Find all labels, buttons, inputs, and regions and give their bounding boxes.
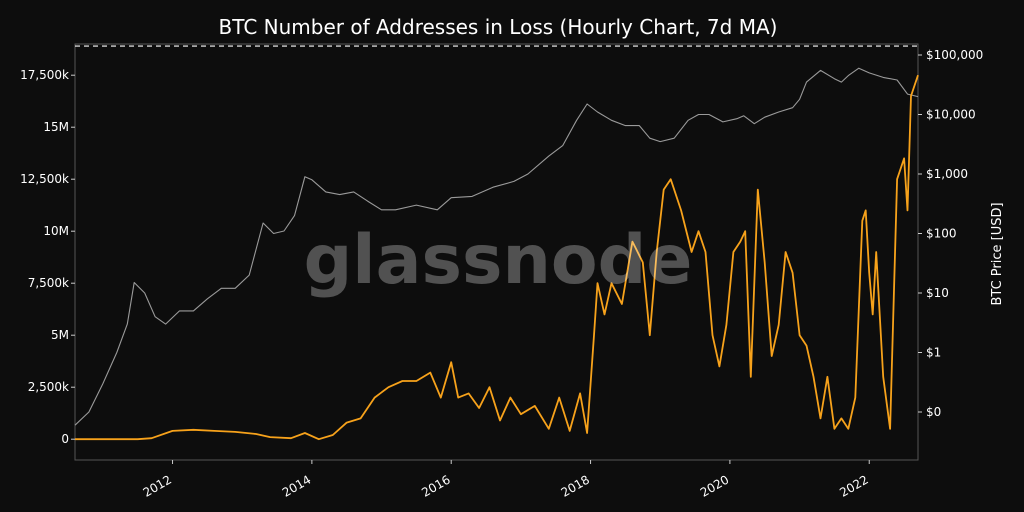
watermark: glassnode <box>304 221 693 300</box>
plot-area <box>74 43 919 461</box>
y-right-tick-label: $1 <box>926 346 941 360</box>
y-right-tick-label: $100,000 <box>926 48 983 62</box>
y-right-tick-label: $100 <box>926 227 957 241</box>
y-axis-left: 0 2,500k 5M 7,500k 10M 12,500k 15M 17,500k <box>20 68 75 446</box>
y-right-tick-label: $1,000 <box>926 167 968 181</box>
y-axis-right: $0 $1 $10 $100 $1,000 $10,000 $100,000 <box>918 48 983 419</box>
y-left-tick-label: 12,500k <box>20 172 69 186</box>
y-left-tick-label: 10M <box>43 224 69 238</box>
y-left-tick-label: 2,500k <box>28 380 69 394</box>
series-addresses-in-loss-line <box>75 74 919 441</box>
series-btc-price-line <box>74 67 919 426</box>
plot-frame <box>74 43 919 461</box>
y-left-tick-label: 17,500k <box>20 68 69 82</box>
y-left-tick-label: 5M <box>51 328 69 342</box>
chart-title: BTC Number of Addresses in Loss (Hourly … <box>219 15 778 39</box>
y-right-tick-label: $10 <box>926 286 949 300</box>
y-right-tick-label: $0 <box>926 405 941 419</box>
y-left-tick-label: 7,500k <box>28 276 69 290</box>
y-left-tick-label: 15M <box>43 120 69 134</box>
y-right-tick-label: $10,000 <box>926 108 976 122</box>
y-left-tick-label: 0 <box>61 432 69 446</box>
y-axis-right-title: BTC Price [USD] <box>990 202 1005 305</box>
